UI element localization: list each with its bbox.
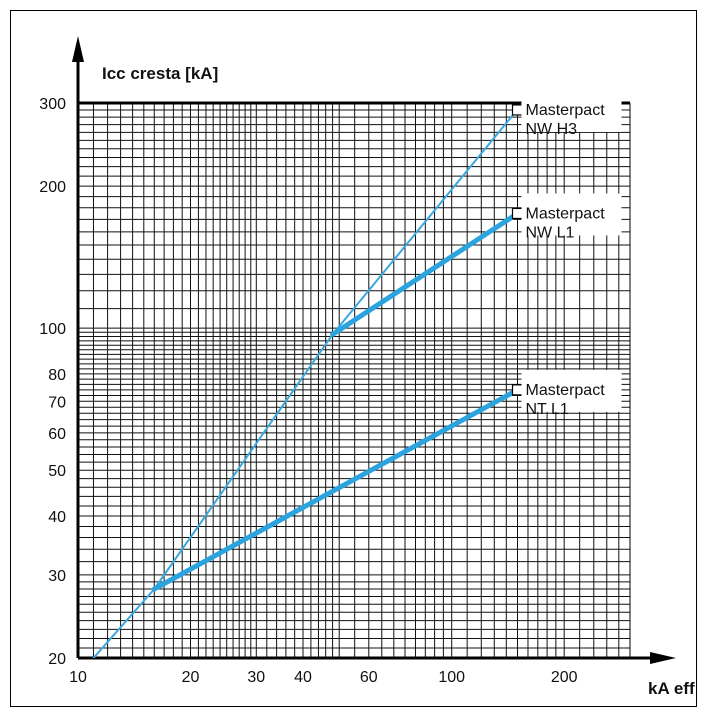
y-tick-label: 20 (48, 651, 66, 668)
series-line (151, 387, 520, 592)
series-label-line2: NT L1 (526, 401, 569, 418)
axes (72, 36, 676, 664)
x-tick-label: 100 (438, 669, 465, 686)
series-line (330, 211, 520, 337)
x-tick-label: 10 (69, 669, 87, 686)
y-tick-label: 50 (48, 463, 66, 480)
chart-frame (10, 10, 697, 707)
x-tick-label: 30 (247, 669, 265, 686)
y-tick-label: 30 (48, 568, 66, 585)
x-tick-label: 200 (551, 669, 578, 686)
y-tick-label: 60 (48, 426, 66, 443)
series-layer (92, 103, 524, 658)
series-label-line1: Masterpact (526, 102, 606, 119)
series-end-marker (511, 384, 524, 396)
series-end-marker (511, 207, 524, 220)
x-axis-label: kA eff (648, 679, 695, 698)
x-tick-label: 40 (294, 669, 312, 686)
x-tick-label: 60 (360, 669, 378, 686)
y-axis-label: Icc cresta [kA] (102, 64, 218, 83)
y-tick-label: 80 (48, 367, 66, 384)
x-tick-label: 20 (182, 669, 200, 686)
series-label-line1: Masterpact (526, 382, 606, 399)
series-label-line2: NW H3 (526, 121, 578, 138)
series-label-background (521, 369, 622, 412)
y-tick-label: 70 (48, 394, 66, 411)
y-tick-label: 40 (48, 509, 66, 526)
y-tick-label: 200 (39, 179, 66, 196)
series-labels: Masterpact NW H3 Masterpact NW L1 Masterpact… (521, 89, 622, 418)
y-tick-label: 100 (39, 321, 66, 338)
series-label-line2: NW L1 (526, 224, 575, 241)
series-end-marker (511, 104, 524, 116)
series-label-background (521, 89, 622, 132)
x-axis-arrow (650, 652, 676, 664)
series-line (92, 103, 524, 658)
y-tick-label: 300 (39, 96, 66, 113)
series-label-background (521, 193, 622, 236)
series-label-line1: Masterpact (526, 205, 606, 222)
y-axis-arrow (72, 36, 84, 62)
